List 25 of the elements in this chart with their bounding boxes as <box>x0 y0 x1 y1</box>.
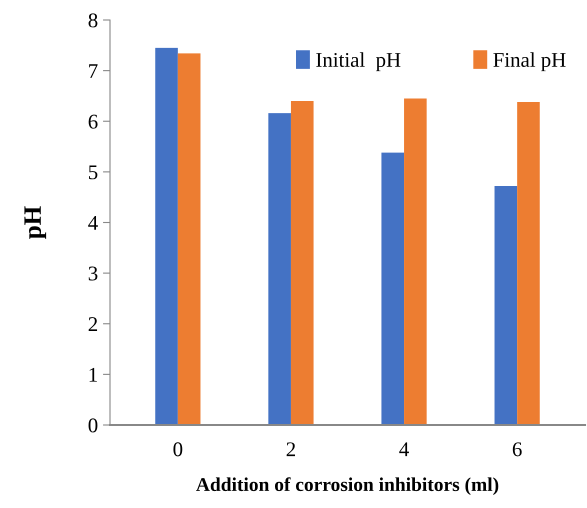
y-tick-label: 1 <box>90 368 97 382</box>
y-tick-label: 6 <box>88 114 98 129</box>
legend-label: Initial pH <box>316 52 400 72</box>
x-tick-label: 6 <box>512 442 522 456</box>
bar <box>155 48 178 425</box>
bar <box>517 102 540 425</box>
y-tick-label: 7 <box>89 64 98 78</box>
y-tick-label: 0 <box>88 418 98 432</box>
bar <box>404 98 427 425</box>
x-axis-title: Addition of corrosion inhibitors (ml) <box>196 477 498 496</box>
bar <box>494 186 518 425</box>
x-tick-label: 2 <box>286 442 296 456</box>
bar <box>268 113 291 425</box>
x-tick-label: 0 <box>173 442 182 456</box>
y-axis-title: pH <box>24 206 46 239</box>
y-tick-label: 3 <box>88 266 98 281</box>
bar <box>290 101 314 425</box>
bar <box>381 152 404 425</box>
y-tick-label: 8 <box>88 13 98 28</box>
x-tick-label: 4 <box>399 442 409 456</box>
y-tick-label: 2 <box>88 317 98 331</box>
y-tick-label: 4 <box>88 216 98 230</box>
bar <box>178 53 200 425</box>
legend-label: Final pH <box>493 52 566 72</box>
y-tick-label: 5 <box>88 165 98 180</box>
